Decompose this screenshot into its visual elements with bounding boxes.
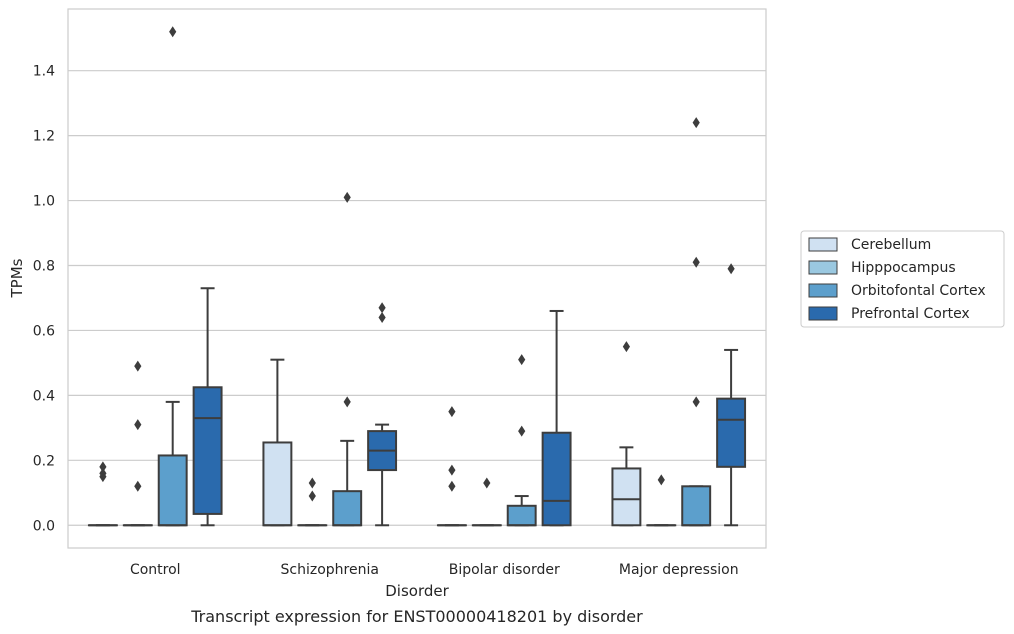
legend-swatch: [808, 237, 838, 252]
legend-frame: [800, 230, 1005, 328]
legend-swatch: [808, 260, 838, 275]
y-tick-label: 1.0: [33, 194, 55, 210]
x-tick-labels: Control Schizophrenia Bipolar disorder Majo…: [130, 562, 739, 578]
box-2-3: [541, 309, 572, 527]
outlier-point: [308, 477, 316, 489]
chart-caption: Transcript expression for ENST0000041820…: [190, 607, 643, 626]
outlier-point: [483, 477, 491, 489]
legend-label: Orbitofontal Cortex: [851, 283, 986, 299]
x-tick-label: Bipolar disorder: [449, 562, 560, 578]
box-0-0: [87, 461, 118, 527]
y-tick-label: 0.0: [33, 518, 55, 534]
box-1-1: [297, 477, 328, 527]
box-3-1: [646, 474, 677, 527]
legend: Cerebellum Hipppocampus Orbitofontal Corte…: [800, 230, 1005, 328]
outlier-point: [134, 419, 142, 431]
outlier-point: [657, 474, 665, 486]
outlier-point: [343, 191, 351, 203]
x-tick-label: Schizophrenia: [281, 562, 379, 578]
y-tick-label: 1.4: [33, 64, 55, 80]
y-tick-label: 0.2: [33, 453, 55, 469]
box-body: [157, 454, 188, 527]
x-tick-label: Control: [130, 562, 181, 578]
y-tick-label: 1.2: [33, 129, 55, 145]
box-0-2: [157, 26, 188, 527]
box-2-0: [436, 406, 467, 527]
outlier-point: [134, 360, 142, 372]
box-body: [332, 490, 363, 527]
box-3-3: [716, 263, 747, 527]
legend-label: Hipppocampus: [851, 260, 956, 276]
box-body: [506, 504, 537, 527]
box-1-0: [262, 358, 293, 527]
y-axis-label: TPMs: [8, 258, 26, 298]
x-axis-label: Disorder: [385, 582, 449, 600]
outlier-point: [308, 490, 316, 502]
outlier-point: [448, 480, 456, 492]
outlier-point: [692, 396, 700, 408]
outlier-point: [692, 256, 700, 268]
legend-label: Prefrontal Cortex: [851, 306, 970, 322]
box-3-2: [681, 117, 712, 527]
box-body: [716, 397, 747, 468]
x-tick-label: Major depression: [619, 562, 739, 578]
outlier-point: [134, 480, 142, 492]
y-tick-label: 0.6: [33, 323, 55, 339]
outlier-point: [378, 311, 386, 323]
outlier-point: [448, 464, 456, 476]
outlier-point: [692, 117, 700, 129]
outlier-point: [518, 425, 526, 437]
box-body: [541, 431, 572, 527]
box-3-0: [611, 341, 642, 527]
y-tick-label: 0.4: [33, 388, 55, 404]
outlier-point: [343, 396, 351, 408]
box-0-1: [122, 360, 153, 527]
box-1-2: [332, 191, 363, 527]
plot-frame: [67, 8, 767, 549]
box-1-3: [367, 302, 398, 527]
legend-swatch: [808, 283, 838, 298]
box-body: [262, 441, 293, 527]
box-body: [192, 386, 223, 515]
outlier-point: [378, 302, 386, 314]
box-0-3: [192, 287, 223, 527]
legend-swatch: [808, 306, 838, 321]
box-body: [681, 485, 712, 527]
outlier-point: [99, 467, 107, 479]
outlier-point: [448, 406, 456, 418]
outlier-point: [99, 461, 107, 473]
y-tick-label: 0.8: [33, 259, 55, 275]
box-2-2: [506, 354, 537, 527]
y-tick-labels: 0.0 0.2 0.4 0.6 0.8 1.0 1.2 1.4: [33, 64, 55, 535]
outlier-point: [727, 263, 735, 275]
outlier-point: [169, 26, 177, 38]
box-2-1: [471, 477, 502, 527]
box-body: [611, 467, 642, 527]
outlier-point: [518, 354, 526, 366]
outlier-point: [622, 341, 630, 353]
legend-label: Cerebellum: [851, 237, 931, 253]
box-groups: [87, 26, 747, 527]
